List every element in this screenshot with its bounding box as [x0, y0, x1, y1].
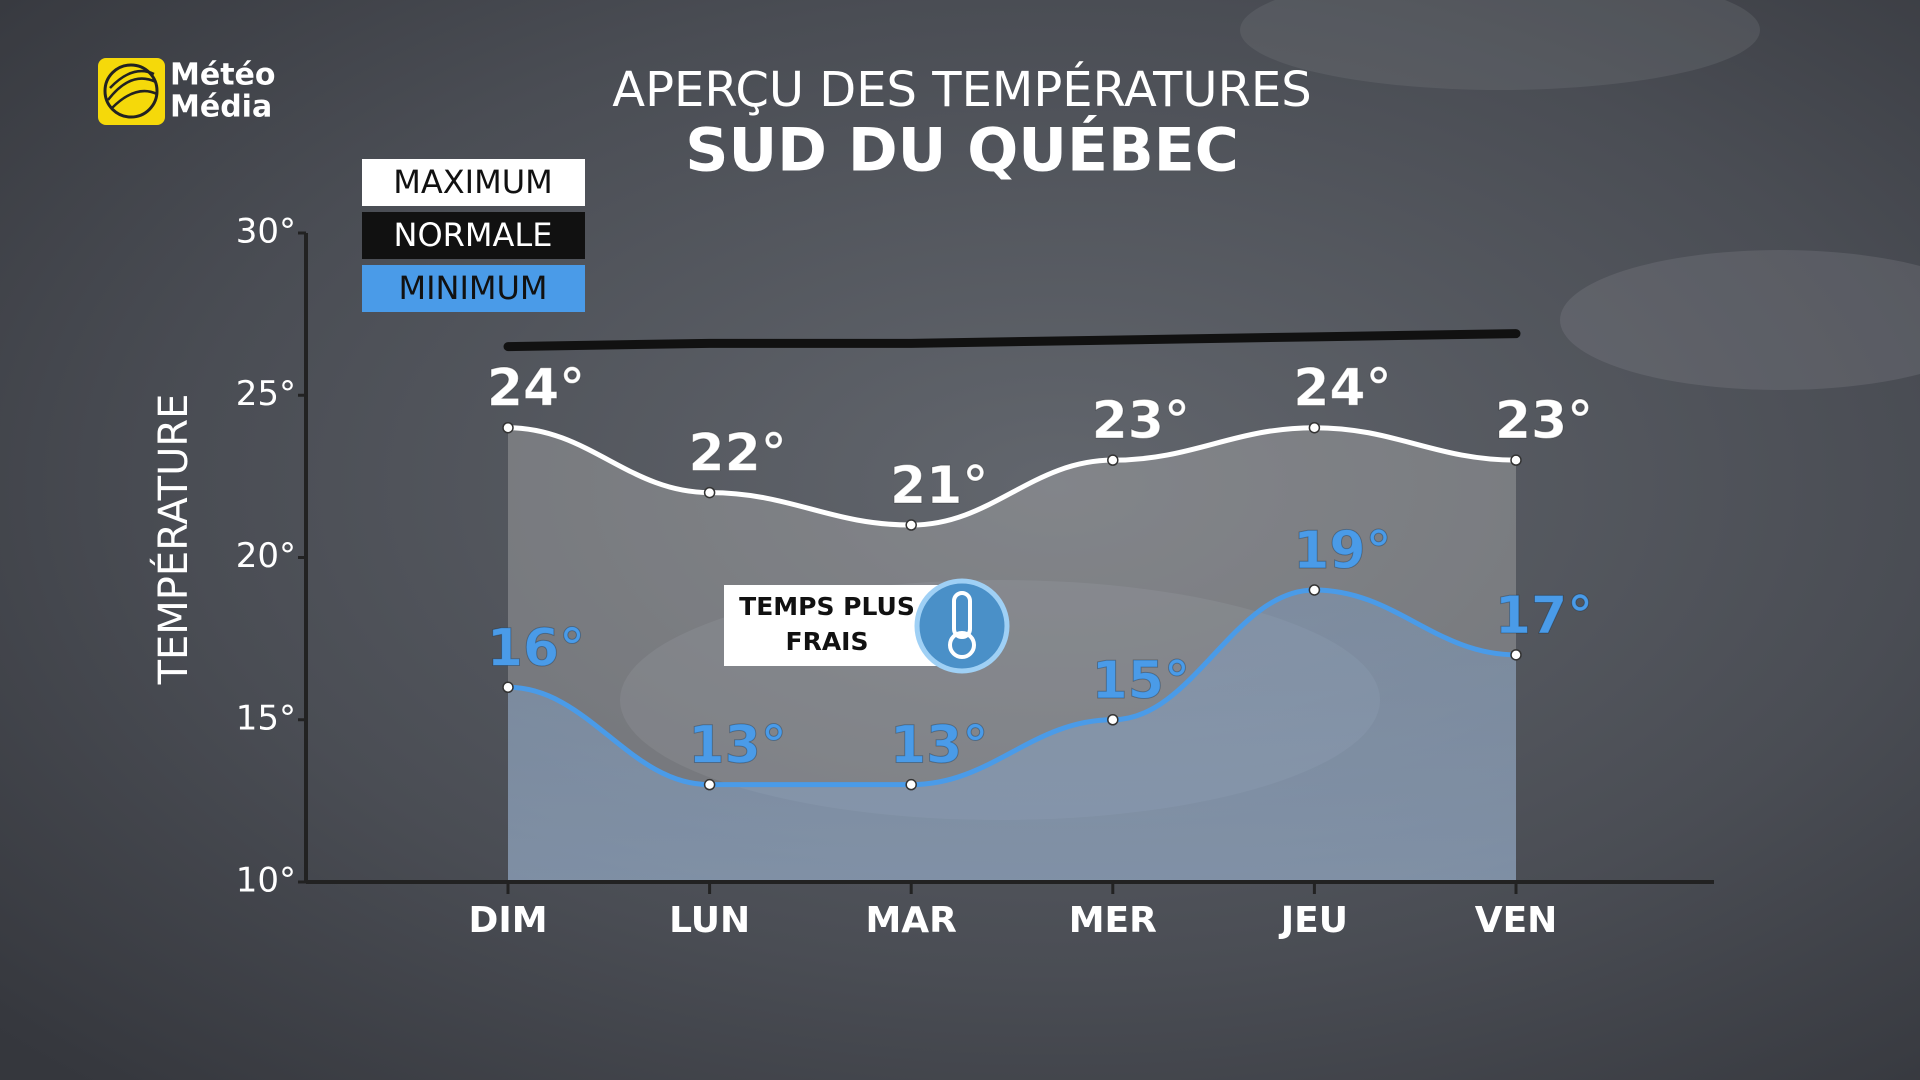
- data-point: [502, 421, 514, 434]
- data-label: 24°: [1293, 359, 1391, 419]
- y-tick-label: 30°: [236, 212, 296, 252]
- annotation-box: [724, 585, 944, 666]
- normal-line: [503, 329, 1521, 352]
- logo-text: Média: [170, 90, 272, 125]
- x-tick-label: LUN: [669, 900, 750, 941]
- y-tick-label: 10°: [236, 861, 296, 901]
- data-point: [703, 778, 716, 791]
- data-point: [1308, 584, 1321, 596]
- cloud: [1240, 0, 1760, 90]
- y-axis-label: TEMPÉRATURE: [149, 394, 197, 686]
- data-label: 13°: [890, 716, 988, 776]
- data-label: 24°: [487, 359, 585, 419]
- legend-label: MAXIMUM: [393, 163, 553, 201]
- data-point: [1510, 649, 1522, 661]
- annotation: TEMPS PLUS FRAIS: [724, 578, 1010, 674]
- chart-subtitle: SUD DU QUÉBEC: [685, 114, 1239, 186]
- legend-swatch: [362, 159, 585, 206]
- legend-label: NORMALE: [394, 216, 553, 254]
- legend-label: MINIMUM: [398, 269, 547, 307]
- thermometer-tube: [952, 591, 972, 639]
- series-line: [507, 425, 1517, 528]
- data-point: [1107, 714, 1119, 726]
- data-point: [905, 778, 917, 791]
- x-tick-label: JEU: [1278, 900, 1348, 941]
- x-tick-label: MER: [1069, 900, 1157, 941]
- data-point: [1308, 421, 1321, 434]
- data-label: 23°: [1092, 391, 1190, 451]
- x-tick-label: VEN: [1475, 900, 1558, 941]
- data-label: 23°: [1495, 391, 1593, 451]
- legend-swatch: [362, 212, 585, 259]
- annotation-text: TEMPS PLUS: [739, 592, 915, 621]
- logo-icon: [98, 58, 165, 125]
- data-label: 13°: [688, 716, 786, 776]
- y-tick-label: 15°: [236, 698, 296, 738]
- data-label: 21°: [890, 456, 988, 516]
- series-line: [507, 587, 1517, 788]
- logo: Météo Média: [98, 58, 276, 125]
- thermometer-bulb: [948, 631, 976, 659]
- data-label: 22°: [688, 424, 786, 484]
- x-tick-label: DIM: [468, 900, 547, 941]
- chart-title: APERÇU DES TEMPÉRATURES: [612, 61, 1311, 118]
- annotation-text: FRAIS: [786, 627, 869, 656]
- thermometer-icon: [914, 578, 1010, 674]
- data-point: [1107, 454, 1119, 466]
- data-label: 15°: [1092, 651, 1190, 711]
- x-tick-label: MAR: [865, 900, 956, 941]
- y-tick-label: 20°: [236, 536, 296, 576]
- data-label: 19°: [1293, 521, 1391, 581]
- logo-globe: [103, 63, 159, 119]
- legend-swatch: [362, 265, 585, 312]
- data-point: [703, 486, 716, 499]
- logo-text: Météo: [170, 58, 276, 93]
- y-tick-label: 25°: [236, 374, 296, 414]
- data-point: [502, 681, 514, 694]
- cloud: [1560, 250, 1920, 390]
- data-label: 16°: [487, 618, 585, 678]
- data-point: [1510, 454, 1522, 466]
- logo-lines: [107, 69, 158, 109]
- data-point: [905, 519, 917, 531]
- data-label: 17°: [1495, 586, 1593, 646]
- area-fill: [508, 589, 1516, 882]
